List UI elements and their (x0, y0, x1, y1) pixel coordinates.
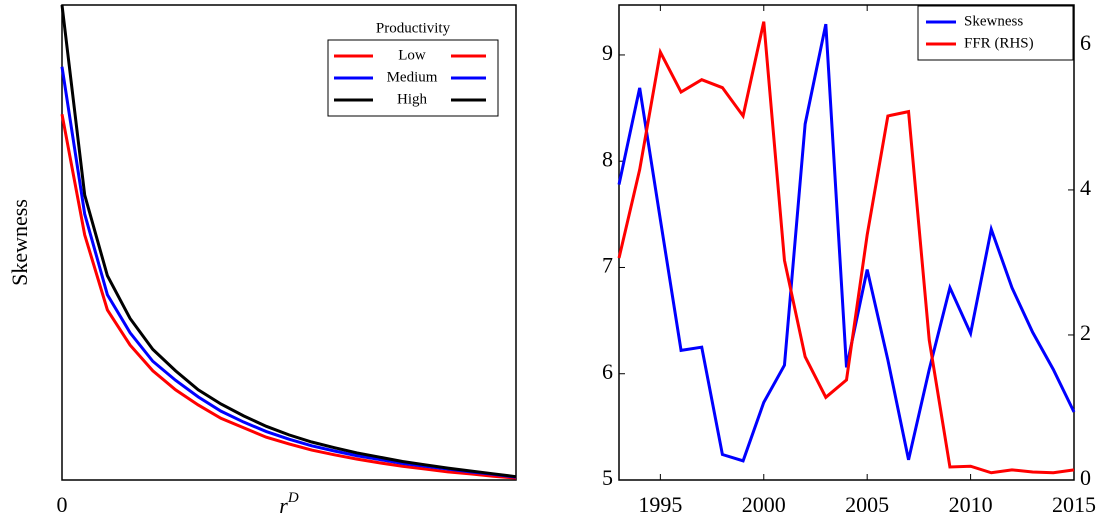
legend-bg (373, 91, 451, 109)
x-tick-label: 1995 (638, 492, 682, 517)
legend-bg (373, 47, 451, 65)
y-tick-label: 9 (602, 40, 613, 65)
legend-label: Skewness (964, 13, 1023, 29)
y-axis-label: Skewness (7, 199, 32, 286)
legend-label: Low (398, 47, 426, 63)
legend-label: FFR (RHS) (964, 35, 1034, 51)
legend-label: High (397, 91, 428, 107)
series-line (60, 66, 517, 479)
series-line (60, 113, 517, 480)
x-tick-label: 2005 (845, 492, 889, 517)
x-axis-label: rD (279, 490, 299, 518)
x-tick-label: 2010 (949, 492, 993, 517)
y2-tick-label: 6 (1080, 30, 1091, 55)
y-tick-label: 5 (602, 465, 613, 490)
y-tick-label: 8 (602, 146, 613, 171)
legend-title: Productivity (376, 20, 451, 36)
y-tick-label: 7 (602, 253, 613, 278)
x-axis-label-base: r (279, 493, 288, 518)
y2-tick-label: 0 (1080, 465, 1091, 490)
series-line (617, 21, 1075, 475)
plot-frame (618, 4, 1075, 481)
y2-tick-label: 4 (1080, 175, 1091, 200)
x-tick-label: 0 (57, 492, 68, 517)
plot-frame (61, 4, 517, 481)
x-tick-label: 2000 (742, 492, 786, 517)
series-line (60, 4, 517, 479)
x-axis-label-sup: D (287, 490, 299, 506)
x-tick-label: 2015 (1052, 492, 1096, 517)
legend-bg (373, 69, 451, 87)
y2-tick-label: 2 (1080, 320, 1091, 345)
legend-label: Medium (387, 69, 438, 85)
legend-box (917, 5, 1074, 61)
series-line (617, 23, 1076, 463)
y-tick-label: 6 (602, 359, 613, 384)
